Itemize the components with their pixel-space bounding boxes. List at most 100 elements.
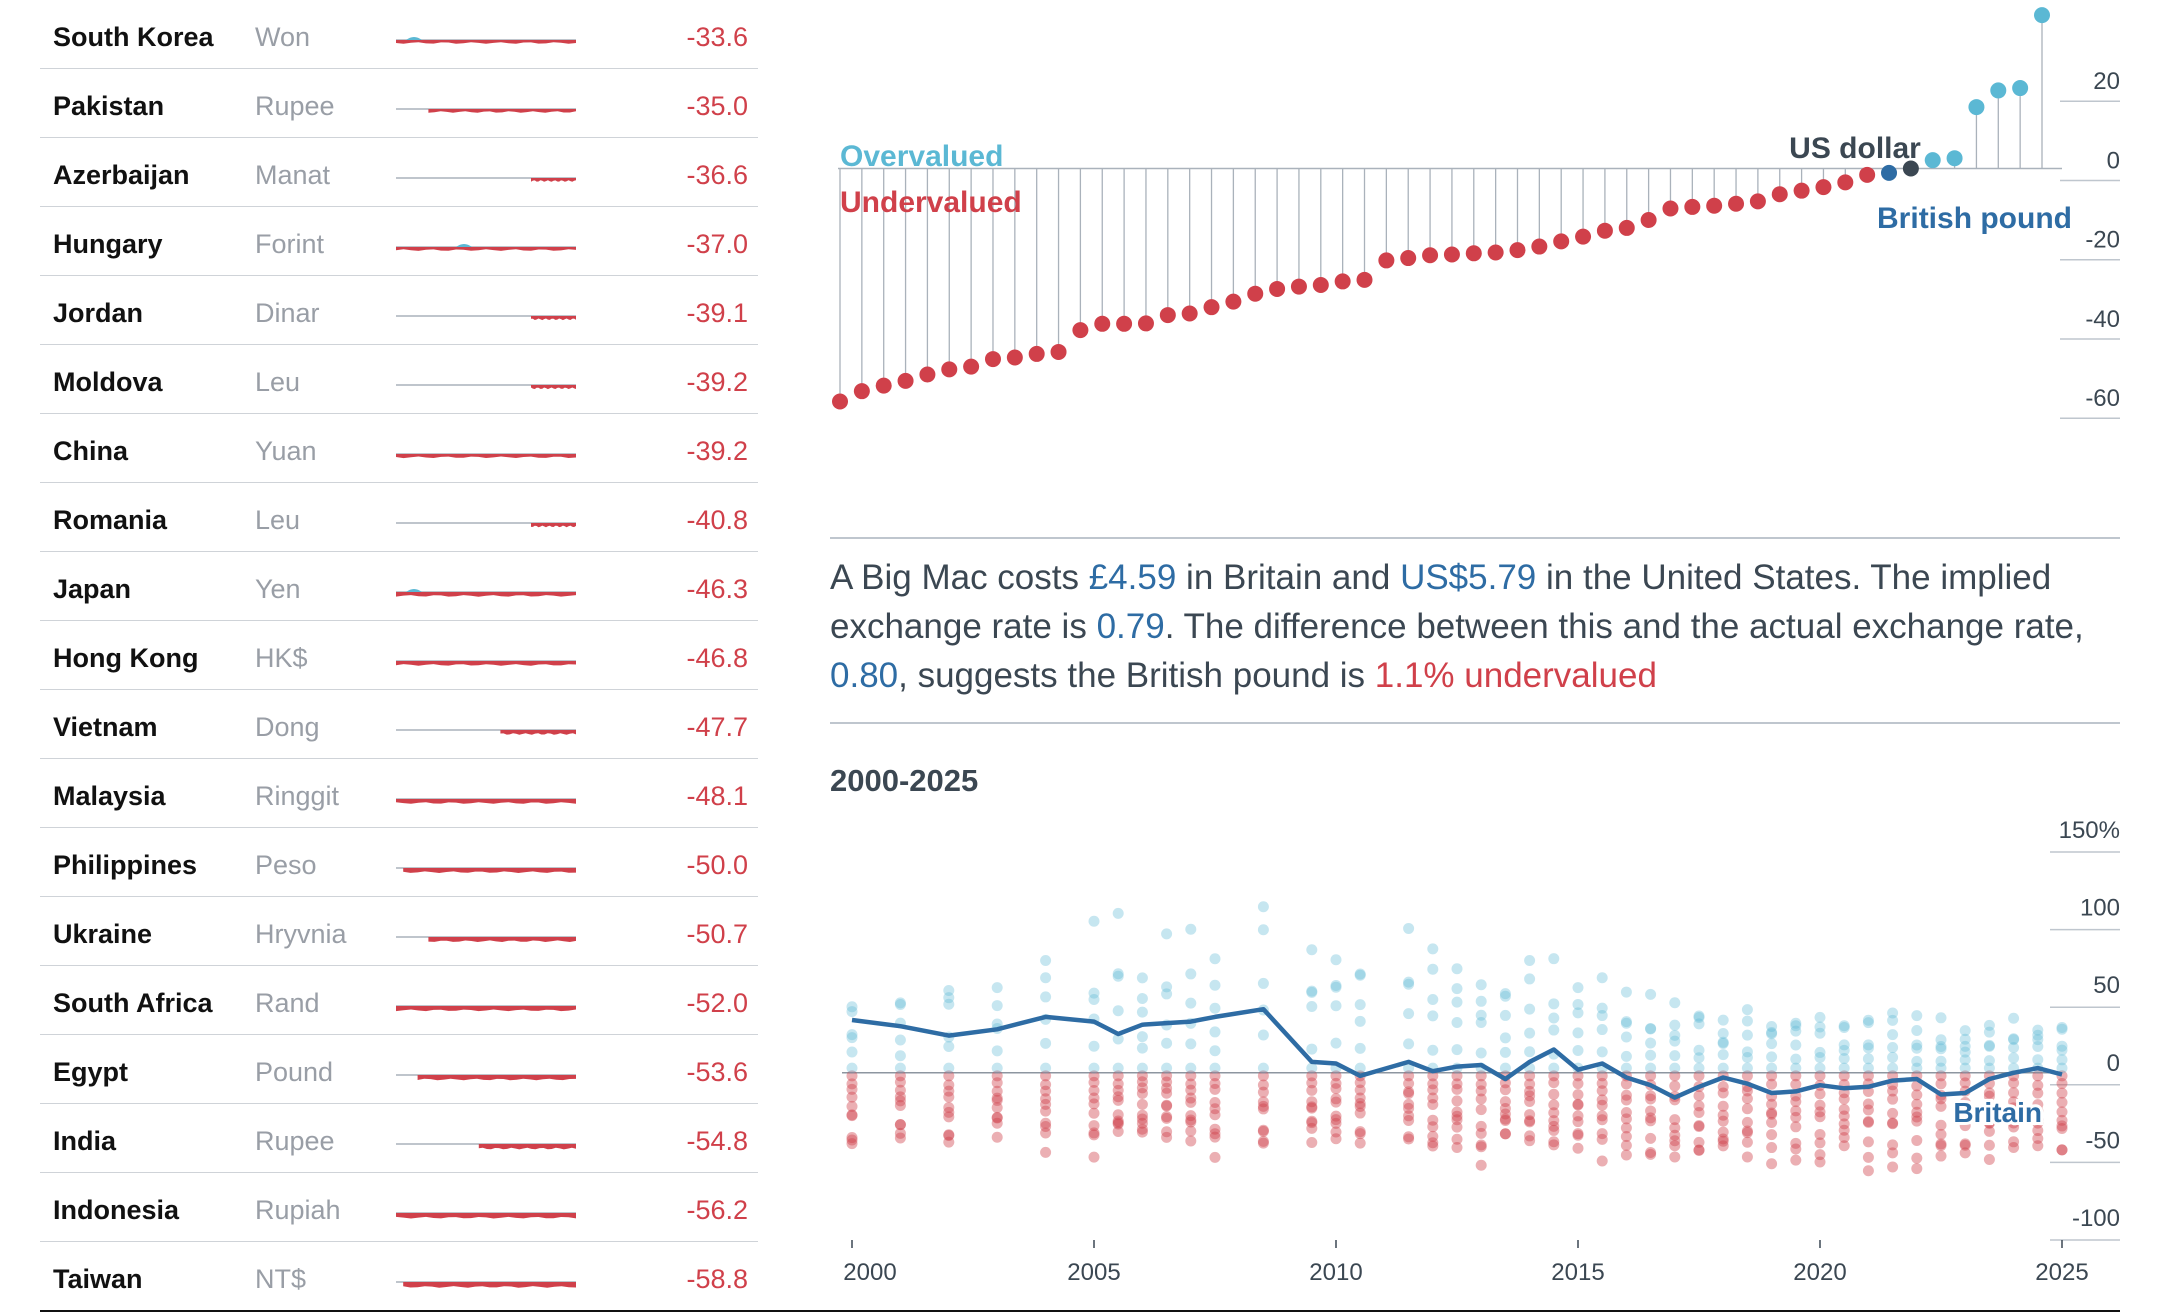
scatter-point-over bbox=[1572, 1044, 1584, 1056]
scatter-point-under bbox=[1112, 1117, 1124, 1129]
scatter-point-under bbox=[1693, 1144, 1705, 1156]
sparkline bbox=[396, 936, 576, 942]
scatter-point-over bbox=[1040, 1037, 1052, 1049]
scatter-point-over bbox=[2056, 1054, 2068, 1066]
country-name: Malaysia bbox=[53, 781, 166, 811]
scatter-point-over bbox=[1524, 1046, 1536, 1058]
valuation-value: -33.6 bbox=[686, 22, 748, 52]
scatter-point-under bbox=[1403, 1110, 1415, 1122]
scatter-point-under bbox=[1088, 1151, 1100, 1163]
scatter-point-under bbox=[1814, 1106, 1826, 1118]
scatter-point-under bbox=[1088, 1127, 1100, 1139]
scatter-point-under bbox=[1257, 1096, 1269, 1108]
scatter-point-under bbox=[1403, 1078, 1415, 1090]
currency-name: Ringgit bbox=[255, 781, 340, 811]
scatter-point-over bbox=[1427, 943, 1439, 955]
scatter-point-under bbox=[1209, 1109, 1221, 1121]
scatter-point-under bbox=[1911, 1134, 1923, 1146]
scatter-point-under bbox=[1790, 1078, 1802, 1090]
scatter-point-under bbox=[1499, 1077, 1511, 1089]
lollipop-point bbox=[1400, 250, 1417, 267]
scatter-point-under bbox=[1354, 1097, 1366, 1109]
scatter-point-over bbox=[1548, 1024, 1560, 1036]
lollipop-point bbox=[1575, 228, 1592, 245]
scatter-point-over bbox=[1427, 963, 1439, 975]
scatter-point-over bbox=[1524, 973, 1536, 985]
lollipop-point bbox=[1640, 212, 1657, 228]
scatter-point-under bbox=[1862, 1136, 1874, 1148]
scatter-point-over bbox=[991, 1062, 1003, 1074]
scatter-point-over bbox=[1040, 972, 1052, 984]
scatter-point-over bbox=[1790, 1020, 1802, 1032]
scatter-point-under bbox=[1741, 1127, 1753, 1139]
scatter-point-under bbox=[1983, 1090, 1995, 1102]
scatter-point-over bbox=[1983, 1040, 1995, 1052]
scatter-point-under bbox=[1887, 1139, 1899, 1151]
scatter-point-over bbox=[1620, 1016, 1632, 1028]
scatter-point-under bbox=[1911, 1111, 1923, 1123]
scatter-point-under bbox=[991, 1112, 1003, 1124]
country-name: Romania bbox=[53, 505, 168, 535]
scatter-point-under bbox=[1959, 1120, 1971, 1132]
scatter-point-under bbox=[943, 1101, 955, 1113]
scatter-point-over bbox=[1257, 1062, 1269, 1074]
scatter-point-under bbox=[1161, 1112, 1173, 1124]
scatter-point-over bbox=[1088, 993, 1100, 1005]
scatter-point-over bbox=[2032, 1029, 2044, 1041]
scatter-point-under bbox=[1717, 1135, 1729, 1147]
scatter-point-under bbox=[1257, 1103, 1269, 1115]
x-tick-label: 2000 bbox=[843, 1259, 896, 1286]
scatter-point-under bbox=[1572, 1089, 1584, 1101]
scatter-point-over bbox=[1959, 1062, 1971, 1074]
scatter-point-under bbox=[1717, 1140, 1729, 1152]
sparkline bbox=[396, 589, 576, 597]
scatter-point-under bbox=[1959, 1096, 1971, 1108]
scatter-point-over bbox=[1257, 924, 1269, 936]
lollipop-point bbox=[1881, 164, 1898, 181]
desc-text: A Big Mac costs bbox=[830, 558, 1089, 597]
scatter-point-over bbox=[1596, 1002, 1608, 1014]
scatter-point-under bbox=[1596, 1110, 1608, 1122]
lollipop-point bbox=[1793, 182, 1810, 199]
scatter-point-under bbox=[1136, 1123, 1148, 1135]
scatter-point-under bbox=[894, 1127, 906, 1139]
scatter-point-under bbox=[1161, 1076, 1173, 1088]
desc-text: , suggests the British pound is bbox=[898, 656, 1375, 695]
scatter-point-under bbox=[1475, 1159, 1487, 1171]
scatter-point-under bbox=[1354, 1107, 1366, 1119]
scatter-point-under bbox=[1451, 1083, 1463, 1095]
scatter-point-under bbox=[2008, 1077, 2020, 1089]
scatter-point-under bbox=[1717, 1126, 1729, 1138]
scatter-point-under bbox=[1088, 1092, 1100, 1104]
scatter-point-under bbox=[1403, 1133, 1415, 1145]
scatter-point-under bbox=[1887, 1117, 1899, 1129]
scatter-point-under bbox=[1887, 1147, 1899, 1159]
scatter-point-under bbox=[2056, 1122, 2068, 1134]
scatter-point-under bbox=[1524, 1135, 1536, 1147]
scatter-point-under bbox=[1983, 1139, 1995, 1151]
scatter-point-under bbox=[846, 1091, 858, 1103]
scatter-point-over bbox=[1306, 1062, 1318, 1074]
scatter-point-under bbox=[1645, 1070, 1657, 1082]
scatter-point-under bbox=[991, 1102, 1003, 1114]
scatter-point-over bbox=[1766, 1051, 1778, 1063]
scatter-point-under bbox=[1306, 1084, 1318, 1096]
scatter-point-under bbox=[1862, 1151, 1874, 1163]
scatter-point-over bbox=[1306, 985, 1318, 997]
country-name: Ukraine bbox=[53, 919, 153, 949]
scatter-point-over bbox=[1403, 978, 1415, 990]
scatter-point-under bbox=[1717, 1087, 1729, 1099]
scatter-point-under bbox=[2056, 1096, 2068, 1108]
scatter-point-over bbox=[1209, 953, 1221, 965]
sparkline bbox=[396, 453, 576, 459]
scatter-point-over bbox=[1548, 998, 1560, 1010]
legend-undervalued: Undervalued bbox=[840, 186, 1022, 219]
scatter-point-over bbox=[943, 998, 955, 1010]
scatter-point-over bbox=[1645, 1062, 1657, 1074]
valuation-lollipop-chart: 20 0 -20 -40 -60 Overvalued Undervalued US doll… bbox=[832, 7, 2120, 419]
spark-area bbox=[403, 868, 576, 873]
scatter-point-under bbox=[1911, 1152, 1923, 1164]
scatter-point-under bbox=[991, 1131, 1003, 1143]
scatter-point-under bbox=[1209, 1131, 1221, 1143]
scatter-point-over bbox=[1112, 907, 1124, 919]
